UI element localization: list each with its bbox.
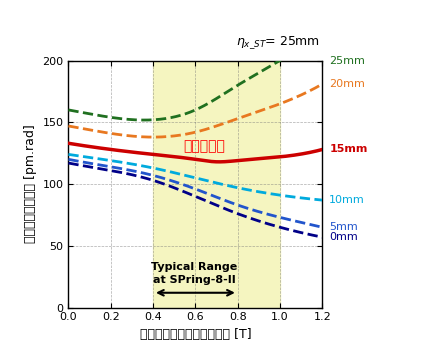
X-axis label: 挿入光源の平均ピーク磁場 [T]: 挿入光源の平均ピーク磁場 [T] — [140, 328, 251, 341]
Text: Typical Range: Typical Range — [151, 262, 238, 272]
Text: 20mm: 20mm — [329, 79, 365, 89]
Text: at SPring-8-II: at SPring-8-II — [153, 276, 236, 286]
Bar — [153, 61, 280, 308]
Text: 15mm: 15mm — [329, 145, 368, 155]
Text: 10mm: 10mm — [329, 195, 365, 205]
Text: $\mathit{\eta}_{x\_ST}$= 25mm: $\mathit{\eta}_{x\_ST}$= 25mm — [236, 34, 320, 51]
Y-axis label: 有効エミッタンス [pm.rad]: 有効エミッタンス [pm.rad] — [24, 125, 37, 244]
Text: 25mm: 25mm — [329, 56, 365, 66]
Text: 0mm: 0mm — [329, 232, 358, 242]
Text: 最適な条件: 最適な条件 — [183, 139, 225, 153]
Text: 5mm: 5mm — [329, 222, 358, 232]
